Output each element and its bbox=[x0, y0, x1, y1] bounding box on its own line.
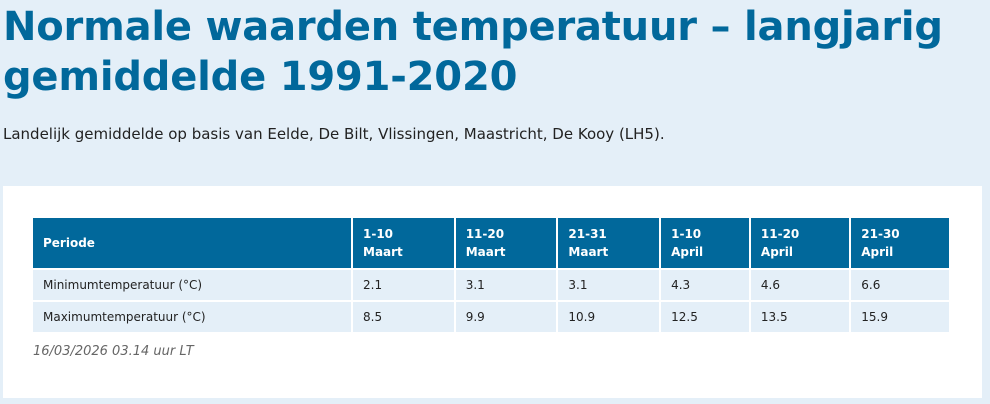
header-range: 21-31 bbox=[568, 227, 607, 241]
table-cell: 2.1 bbox=[352, 268, 456, 301]
header-range: 11-20 bbox=[465, 227, 505, 241]
header-periode: Periode bbox=[33, 218, 353, 269]
row-label: Maximumtemperatuur (°C) bbox=[33, 300, 353, 332]
page-subtitle: Landelijk gemiddelde op basis van Eelde,… bbox=[3, 125, 665, 143]
table-cell: 3.1 bbox=[454, 268, 559, 301]
table-cell: 8.5 bbox=[352, 300, 456, 332]
timestamp: 16/03/2026 03.14 uur LT bbox=[33, 344, 194, 359]
header-range: 21-30 bbox=[861, 227, 900, 241]
table-cell: 10.9 bbox=[557, 300, 662, 332]
header-column: 11-20 Maart bbox=[454, 218, 559, 269]
page-title: Normale waarden temperatuur – langjarig … bbox=[3, 4, 943, 100]
header-month: April bbox=[671, 245, 704, 259]
table-cell: 15.9 bbox=[850, 300, 949, 332]
table-cell: 4.6 bbox=[749, 268, 852, 301]
table-card: Periode 1-10 Maart 11-20 Maart 21-31 Maa… bbox=[3, 186, 982, 398]
header-month: Maart bbox=[568, 245, 609, 259]
header-column: 21-30 April bbox=[850, 218, 949, 269]
header-month: Maart bbox=[465, 245, 506, 259]
header-range: 1-10 bbox=[671, 227, 702, 241]
header-column: 1-10 April bbox=[660, 218, 751, 269]
header-month: Maart bbox=[363, 245, 403, 259]
row-label: Minimumtemperatuur (°C) bbox=[33, 268, 353, 301]
table-cell: 12.5 bbox=[660, 300, 751, 332]
header-column: 21-31 Maart bbox=[557, 218, 662, 269]
table-cell: 3.1 bbox=[557, 268, 662, 301]
table-header-row: Periode 1-10 Maart 11-20 Maart 21-31 Maa… bbox=[33, 218, 949, 269]
table-row: Minimumtemperatuur (°C) 2.1 3.1 3.1 4.3 … bbox=[33, 268, 949, 301]
table-cell: 6.6 bbox=[850, 268, 949, 301]
temperature-table: Periode 1-10 Maart 11-20 Maart 21-31 Maa… bbox=[33, 218, 949, 332]
header-month: April bbox=[861, 245, 894, 259]
header-column: 1-10 Maart bbox=[352, 218, 456, 269]
header-column: 11-20 April bbox=[749, 218, 852, 269]
header-range: 1-10 bbox=[363, 227, 394, 241]
table-cell: 13.5 bbox=[749, 300, 852, 332]
header-range: 11-20 bbox=[760, 227, 800, 241]
table-cell: 9.9 bbox=[454, 300, 559, 332]
table-cell: 4.3 bbox=[660, 268, 751, 301]
header-month: April bbox=[760, 245, 793, 259]
table-row: Maximumtemperatuur (°C) 8.5 9.9 10.9 12.… bbox=[33, 300, 949, 332]
